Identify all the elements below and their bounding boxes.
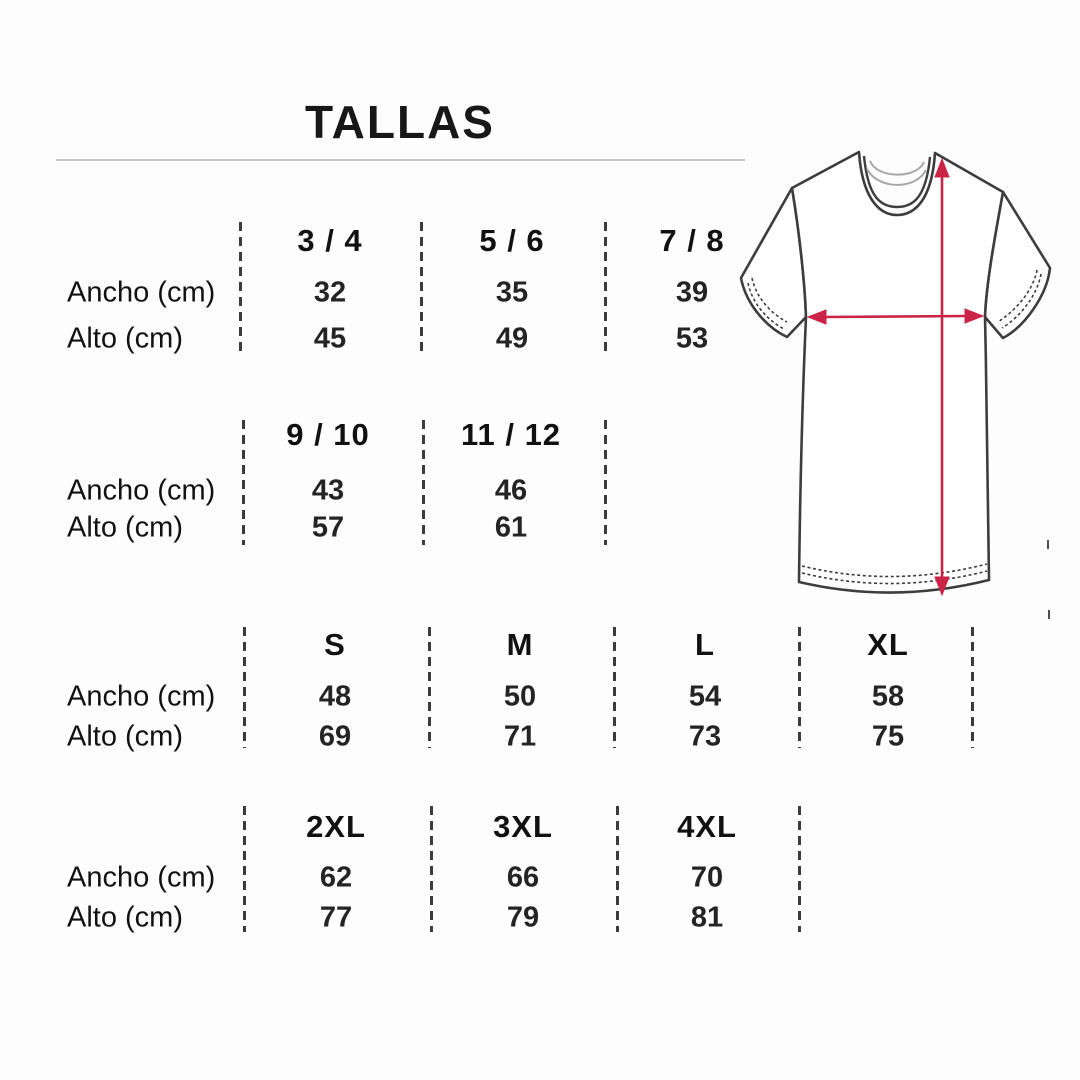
ancho-value: 35: [495, 276, 529, 309]
row-label-ancho: Ancho (cm): [67, 861, 216, 894]
size-column-header: 4XL: [677, 809, 737, 844]
tshirt-body: [790, 150, 1005, 594]
hem-stitching: [801, 563, 988, 578]
alto-value: 49: [495, 322, 529, 355]
column-divider-dashed: [604, 222, 607, 353]
ancho-value: 48: [318, 680, 352, 713]
row-label-alto: Alto (cm): [67, 322, 183, 355]
row-label-alto: Alto (cm): [67, 720, 183, 753]
tshirt-measurement-diagram: [736, 146, 1052, 610]
ancho-value: 62: [319, 861, 353, 894]
size-column-header: 2XL: [306, 809, 366, 844]
row-label-ancho: Ancho (cm): [67, 474, 216, 507]
alto-value: 69: [318, 720, 352, 753]
ancho-value: 66: [506, 861, 540, 894]
collar-band-line: [862, 155, 932, 209]
hem-stitching: [801, 570, 988, 585]
column-divider-dashed: [613, 627, 616, 748]
size-column-header: 5 / 6: [479, 223, 545, 258]
page-title: TALLAS: [304, 96, 495, 148]
stray-dash-mark: [1047, 540, 1049, 549]
row-label-alto: Alto (cm): [67, 901, 183, 934]
alto-value: 77: [319, 901, 353, 934]
alto-value: 53: [675, 322, 709, 355]
column-divider-dashed: [428, 627, 431, 748]
alto-value: 73: [688, 720, 722, 753]
alto-value: 75: [871, 720, 905, 753]
tshirt-icon: [739, 150, 1052, 597]
row-label-alto: Alto (cm): [67, 511, 183, 544]
alto-value: 45: [313, 322, 347, 355]
size-column-header: M: [506, 627, 534, 662]
column-divider-dashed: [798, 806, 801, 932]
size-column-header: 9 / 10: [286, 417, 370, 452]
right-cuff-stitching: [997, 269, 1038, 323]
title-divider: [56, 159, 745, 161]
column-divider-dashed: [243, 806, 246, 932]
size-column-header: 3 / 4: [297, 223, 363, 258]
ancho-value: 58: [871, 680, 905, 713]
alto-value: 57: [311, 511, 345, 544]
height-arrow-top-head: [934, 157, 950, 178]
column-divider-dashed: [616, 806, 619, 932]
height-arrow-bottom-head: [934, 576, 950, 597]
size-column-header: XL: [867, 627, 909, 662]
size-column-header: 3XL: [493, 809, 553, 844]
column-divider-dashed: [798, 627, 801, 748]
column-divider-dashed: [422, 420, 425, 545]
ancho-value: 50: [503, 680, 537, 713]
size-column-header: 11 / 12: [460, 417, 562, 452]
collar-back-line: [866, 168, 927, 186]
ancho-value: 54: [688, 680, 722, 713]
column-divider-dashed: [420, 222, 423, 353]
column-divider-dashed: [239, 222, 242, 353]
ancho-value: 46: [494, 474, 528, 507]
size-column-header: L: [695, 627, 715, 662]
ancho-value: 70: [690, 861, 724, 894]
stray-dash-mark: [1048, 610, 1050, 619]
column-divider-dashed: [243, 627, 246, 748]
ancho-value: 43: [311, 474, 345, 507]
column-divider-dashed: [430, 806, 433, 932]
right-cuff-stitching: [1001, 273, 1042, 329]
row-label-ancho: Ancho (cm): [67, 680, 216, 713]
column-divider-dashed: [971, 627, 974, 748]
alto-value: 79: [506, 901, 540, 934]
row-label-ancho: Ancho (cm): [67, 276, 216, 309]
ancho-value: 39: [675, 276, 709, 309]
left-cuff-stitching: [747, 282, 785, 330]
alto-value: 81: [690, 901, 724, 934]
collar-back-line: [869, 160, 925, 176]
column-divider-dashed: [604, 420, 607, 545]
size-column-header: S: [324, 627, 346, 662]
width-arrow: [821, 314, 970, 319]
ancho-value: 32: [313, 276, 347, 309]
alto-value: 71: [503, 720, 537, 753]
width-arrow-left-head: [806, 309, 827, 325]
alto-value: 61: [494, 511, 528, 544]
size-column-header: 7 / 8: [659, 223, 725, 258]
column-divider-dashed: [242, 420, 245, 545]
width-arrow-right-head: [964, 308, 985, 324]
left-cuff-stitching: [751, 277, 788, 323]
